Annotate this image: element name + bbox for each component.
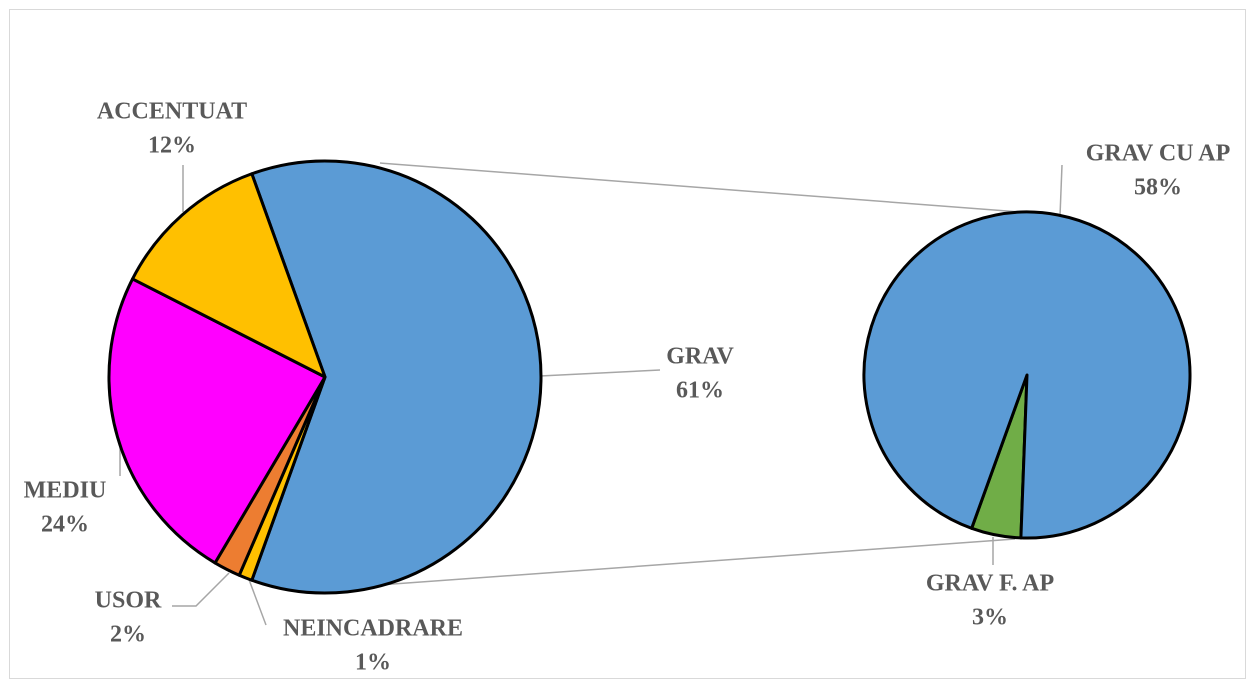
slice-value-label: 58%: [1134, 175, 1182, 201]
connector-line: [379, 162, 1021, 213]
slice-label: ACCENTUAT: [97, 99, 247, 125]
leader-line: [172, 572, 230, 607]
slice-label: GRAV F. AP: [926, 571, 1054, 597]
pie-slice: [131, 172, 327, 379]
slice-label: GRAV CU AP: [1086, 141, 1230, 167]
leader-line: [1059, 164, 1063, 217]
slice-value-label: 1%: [355, 650, 391, 676]
slice-value-label: 2%: [110, 622, 146, 648]
slice-label: NEINCADRARE: [283, 616, 463, 642]
leader-line: [247, 576, 267, 626]
pie-slice: [862, 210, 1192, 540]
leader-line: [539, 369, 661, 377]
slice-value-label: 12%: [148, 133, 196, 159]
slice-value-label: 61%: [676, 378, 724, 404]
slice-value-label: 3%: [972, 605, 1008, 631]
slice-label: GRAV: [666, 344, 734, 370]
slice-label: USOR: [95, 588, 162, 614]
pie-slice: [250, 159, 543, 595]
slice-value-label: 24%: [41, 512, 89, 538]
slice-label: MEDIU: [24, 478, 107, 504]
connector-line: [379, 538, 1016, 586]
